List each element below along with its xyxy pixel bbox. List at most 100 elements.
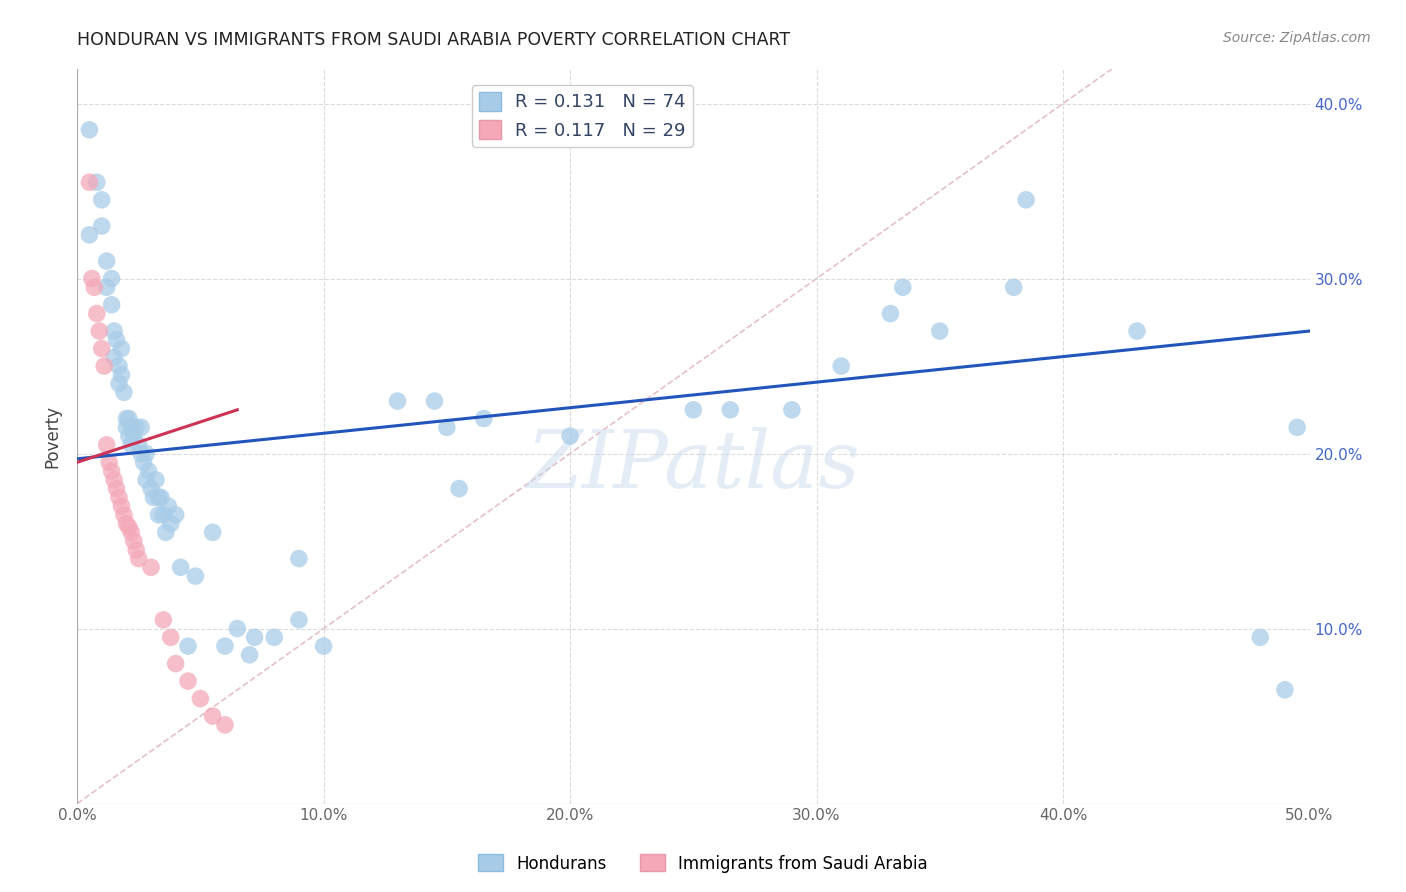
Point [157,499,180,513]
Point [1126,324,1149,338]
Point [122,429,145,443]
Point [152,508,174,522]
Point [100,464,122,478]
Point [103,324,125,338]
Point [159,516,181,531]
Point [79,175,101,189]
Point [718,402,741,417]
Point [125,542,148,557]
Point [83,280,105,294]
Point [96,438,118,452]
Point [159,631,181,645]
Point [90,219,112,233]
Point [135,473,157,487]
Y-axis label: Poverty: Poverty [44,405,60,467]
Point [115,411,138,425]
Point [108,376,131,391]
Point [105,333,128,347]
Point [288,551,311,566]
Point [96,280,118,294]
Point [129,446,152,460]
Point [120,420,142,434]
Point [177,639,200,653]
Point [214,718,236,732]
Point [96,254,118,268]
Point [118,520,141,534]
Text: Source: ZipAtlas.com: Source: ZipAtlas.com [1223,31,1371,45]
Legend: R = 0.131   N = 74, R = 0.117   N = 29: R = 0.131 N = 74, R = 0.117 N = 29 [472,85,693,147]
Point [118,429,141,443]
Point [105,482,128,496]
Point [79,227,101,242]
Point [122,534,145,549]
Point [118,411,141,425]
Point [891,280,914,294]
Point [1249,631,1271,645]
Legend: Hondurans, Immigrants from Saudi Arabia: Hondurans, Immigrants from Saudi Arabia [471,847,935,880]
Point [226,622,249,636]
Point [120,438,142,452]
Point [128,438,150,452]
Point [387,394,409,409]
Point [243,631,266,645]
Point [263,631,285,645]
Point [80,271,103,285]
Point [138,464,160,478]
Point [110,342,132,356]
Point [145,473,167,487]
Point [125,420,148,434]
Point [288,613,311,627]
Point [79,122,101,136]
Point [129,420,152,434]
Point [312,639,335,653]
Point [188,691,211,706]
Point [139,560,162,574]
Point [120,525,142,540]
Point [115,516,138,531]
Point [1274,682,1296,697]
Point [214,639,236,653]
Point [201,525,224,540]
Point [90,342,112,356]
Point [135,446,157,460]
Point [423,394,446,409]
Point [1002,280,1025,294]
Point [86,307,108,321]
Point [93,359,115,373]
Point [149,491,172,505]
Point [682,402,704,417]
Point [132,455,155,469]
Point [165,657,187,671]
Point [436,420,458,434]
Text: ZIPatlas: ZIPatlas [527,426,860,504]
Point [155,525,177,540]
Point [112,385,135,400]
Point [110,499,132,513]
Point [90,193,112,207]
Point [472,411,495,425]
Point [115,420,138,434]
Point [89,324,111,338]
Point [110,368,132,382]
Point [169,560,191,574]
Point [148,508,170,522]
Point [1015,193,1038,207]
Point [142,491,165,505]
Point [239,648,262,662]
Point [86,175,108,189]
Point [139,482,162,496]
Point [558,429,581,443]
Point [128,551,150,566]
Point [103,473,125,487]
Point [112,508,135,522]
Point [879,307,901,321]
Point [780,402,803,417]
Point [108,491,131,505]
Point [177,674,200,689]
Point [1286,420,1309,434]
Point [100,271,122,285]
Point [148,491,170,505]
Point [103,351,125,365]
Point [165,508,187,522]
Point [152,613,174,627]
